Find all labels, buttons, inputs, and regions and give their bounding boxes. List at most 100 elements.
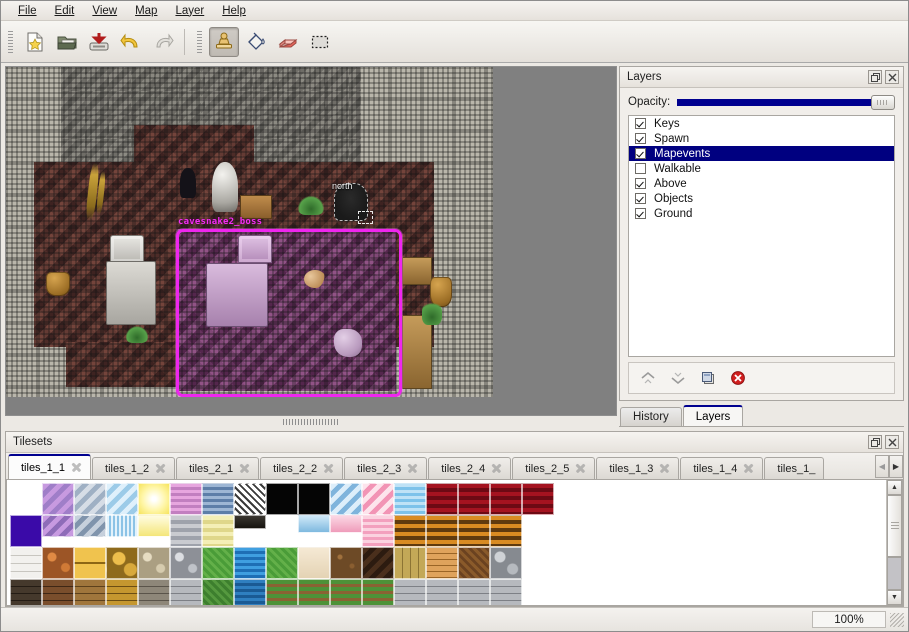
- tool-group-drag-handle[interactable]: [195, 28, 204, 55]
- tile-cream-stripe[interactable]: [202, 515, 234, 547]
- tile-curtain-red[interactable]: [426, 483, 458, 515]
- tile-grey-brick-3[interactable]: [426, 579, 458, 605]
- tile-grey-brick-5[interactable]: [490, 579, 522, 605]
- menu-help[interactable]: Help: [213, 3, 255, 19]
- opacity-slider-thumb[interactable]: [871, 95, 895, 110]
- tile-blue-stripe[interactable]: [202, 483, 234, 515]
- tileset-tab-close-icon[interactable]: [323, 463, 334, 474]
- tileset-tab-tiles_1_2[interactable]: tiles_1_2: [92, 457, 176, 479]
- tile-blank-5[interactable]: [522, 579, 554, 605]
- tile-grey-stripe[interactable]: [170, 515, 202, 547]
- menu-map[interactable]: Map: [126, 3, 166, 19]
- tile-steel-diag-2[interactable]: [74, 515, 106, 537]
- tile-pink-diag[interactable]: [362, 483, 394, 515]
- eraser-tool-button[interactable]: [273, 27, 303, 57]
- tileset-tab-tiles_2_2[interactable]: tiles_2_2: [260, 457, 344, 479]
- scroll-up-button[interactable]: ▲: [887, 480, 902, 495]
- tile-tan-brick[interactable]: [74, 579, 106, 605]
- tile-ice-diag[interactable]: [106, 483, 138, 515]
- tile-grass[interactable]: [202, 547, 234, 579]
- toolbar-drag-handle[interactable]: [6, 28, 15, 55]
- tile-blue-soft[interactable]: [298, 515, 330, 533]
- tile-dark-wood[interactable]: [362, 547, 394, 579]
- layer-row[interactable]: Walkable: [629, 161, 894, 176]
- tile-indigo[interactable]: [10, 515, 42, 547]
- layer-visibility-checkbox[interactable]: [635, 163, 646, 174]
- tile-water-blue[interactable]: [394, 483, 426, 515]
- scrollbar-lower-region[interactable]: [887, 557, 902, 590]
- tile-water-bright[interactable]: [234, 547, 266, 579]
- stamp-tool-button[interactable]: [209, 26, 239, 57]
- tile-grass-path-3[interactable]: [330, 579, 362, 605]
- close-icon[interactable]: [885, 70, 899, 84]
- duplicate-layer-button[interactable]: [697, 367, 719, 389]
- tile-grey-cobble[interactable]: [170, 547, 202, 579]
- open-file-button[interactable]: [52, 27, 82, 57]
- tileset-tab-close-icon[interactable]: [491, 463, 502, 474]
- tile-blank[interactable]: [10, 483, 42, 515]
- tileset-tab-close-icon[interactable]: [575, 463, 586, 474]
- tile-orange-cobble[interactable]: [42, 547, 74, 579]
- layer-visibility-checkbox[interactable]: [635, 148, 646, 159]
- tile-sand-plain[interactable]: [298, 547, 330, 579]
- tileset-tab-tiles_1_1[interactable]: tiles_1_1: [8, 454, 92, 479]
- fill-tool-button[interactable]: [241, 27, 271, 57]
- tile-sand-cobble[interactable]: [138, 547, 170, 579]
- tile-ice-ripple[interactable]: [106, 515, 138, 537]
- tile-wood-orange-4[interactable]: [490, 515, 522, 547]
- tile-curtain-red-2[interactable]: [458, 483, 490, 515]
- resize-grip[interactable]: [890, 612, 904, 627]
- tab-layers[interactable]: Layers: [682, 405, 744, 426]
- tile-blank-4[interactable]: [522, 547, 554, 579]
- tile-stone-round[interactable]: [490, 547, 522, 579]
- save-file-button[interactable]: [84, 27, 114, 57]
- tileset-tab-tiles_2_3[interactable]: tiles_2_3: [344, 457, 428, 479]
- tile-grey-brick[interactable]: [170, 579, 202, 605]
- menu-file[interactable]: File: [9, 3, 46, 19]
- layer-row-selected[interactable]: Mapevents: [629, 146, 894, 161]
- tileset-tab-tiles_1_3[interactable]: tiles_1_3: [596, 457, 680, 479]
- tile-dark-brick[interactable]: [10, 579, 42, 605]
- tileset-vertical-scrollbar[interactable]: ▲ ▼: [886, 480, 902, 605]
- tileset-tab-close-icon[interactable]: [239, 463, 250, 474]
- tile-wood-orange-3[interactable]: [458, 515, 490, 547]
- map-canvas[interactable]: cavesnake2_boss north: [5, 66, 617, 416]
- tile-dirt-speck[interactable]: [330, 547, 362, 579]
- tileset-tab-tiles_2_5[interactable]: tiles_2_5: [512, 457, 596, 479]
- layer-row[interactable]: Spawn: [629, 131, 894, 146]
- tileset-tab-close-icon[interactable]: [743, 463, 754, 474]
- layer-row[interactable]: Above: [629, 176, 894, 191]
- select-tool-button[interactable]: [305, 27, 335, 57]
- tileset-tab-tiles_2_1[interactable]: tiles_2_1: [176, 457, 260, 479]
- tab-history[interactable]: History: [620, 407, 682, 426]
- tile-grass-path-4[interactable]: [362, 579, 394, 605]
- layer-row[interactable]: Ground: [629, 206, 894, 221]
- tile-purple-diag-2[interactable]: [42, 515, 74, 537]
- layer-visibility-checkbox[interactable]: [635, 208, 646, 219]
- map-bottom-splitter[interactable]: [5, 416, 617, 427]
- tile-purple-diag[interactable]: [42, 483, 74, 515]
- tile-curtain-red-4[interactable]: [522, 483, 554, 515]
- tile-steel-diag[interactable]: [74, 483, 106, 515]
- tileset-tab-tiles_1_4[interactable]: tiles_1_4: [680, 457, 764, 479]
- tile-white-brick[interactable]: [10, 547, 42, 579]
- tileset-tab-tiles_2_4[interactable]: tiles_2_4: [428, 457, 512, 479]
- move-layer-down-button[interactable]: [667, 367, 689, 389]
- tile-blank-2[interactable]: [266, 515, 298, 547]
- tile-water-deep[interactable]: [234, 579, 266, 605]
- tile-wood-orange-2[interactable]: [426, 515, 458, 547]
- scrollbar-thumb[interactable]: [887, 495, 902, 557]
- tile-gold-tile[interactable]: [74, 547, 106, 579]
- float-window-icon[interactable]: [868, 70, 882, 84]
- delete-layer-button[interactable]: [727, 367, 749, 389]
- tile-blue-diag[interactable]: [330, 483, 362, 515]
- menu-edit[interactable]: Edit: [46, 3, 84, 19]
- tileset-tab-close-icon[interactable]: [71, 462, 82, 473]
- tile-wood-plank[interactable]: [394, 547, 426, 579]
- tile-dark-plate[interactable]: [234, 515, 266, 529]
- tile-grass-moss[interactable]: [202, 579, 234, 605]
- tile-curtain-red-3[interactable]: [490, 483, 522, 515]
- layer-row[interactable]: Keys: [629, 116, 894, 131]
- tileset-tabs-scroll-right-button[interactable]: ▶: [889, 455, 903, 478]
- tile-black-2[interactable]: [298, 483, 330, 515]
